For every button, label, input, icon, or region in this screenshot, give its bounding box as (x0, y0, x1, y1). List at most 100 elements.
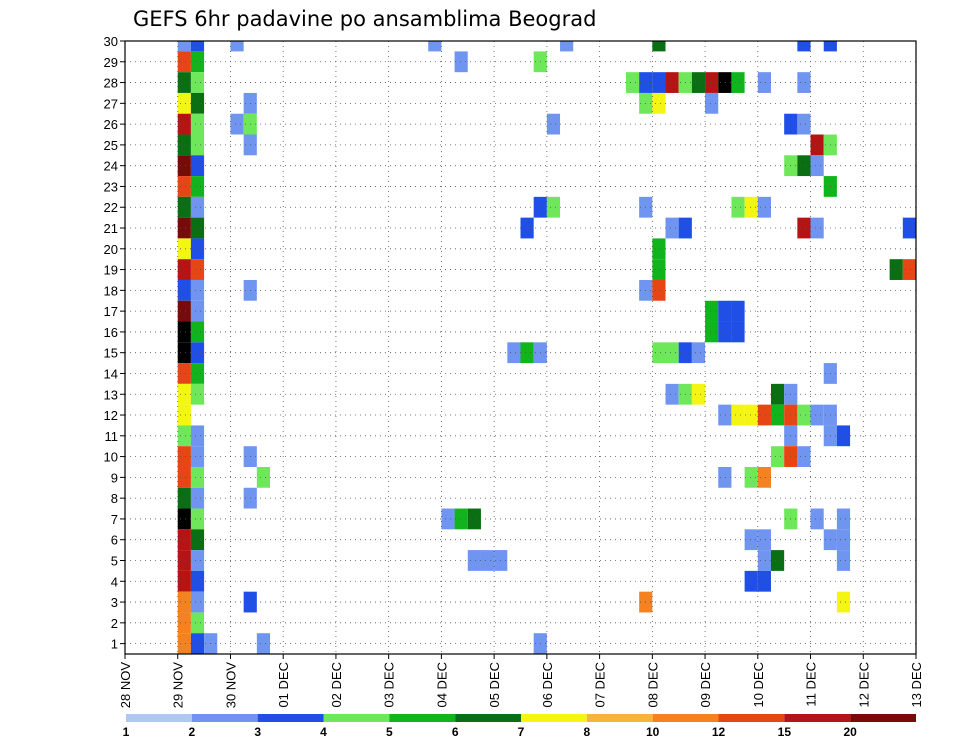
heatmap-cell (836, 591, 851, 613)
x-tick-label: 02 DEC (329, 662, 344, 708)
heatmap-cell (625, 72, 640, 93)
heatmap-cell (731, 321, 745, 343)
heatmap-cell (454, 508, 468, 530)
heatmap-cell (190, 591, 205, 613)
heatmap-cell (705, 72, 719, 93)
y-tick-label: 23 (104, 179, 118, 194)
heatmap-cell (757, 570, 771, 592)
heatmap-cell (757, 196, 771, 218)
heatmap-cell (480, 550, 495, 571)
x-tick-label: 30 NOV (223, 662, 238, 709)
colorbar-label: 20 (843, 725, 857, 739)
y-tick-label: 10 (104, 450, 118, 465)
heatmap-cell (190, 383, 205, 405)
heatmap-cell (797, 446, 811, 467)
colorbar-label: 8 (583, 725, 590, 739)
colorbar-label: 1 (123, 725, 130, 739)
x-tick-label: 12 DEC (856, 662, 871, 708)
heatmap-cell (520, 217, 534, 239)
colorbar-label: 12 (712, 725, 726, 739)
heatmap-cell (190, 176, 205, 197)
heatmap-cell (797, 217, 811, 239)
heatmap-cell (546, 196, 561, 218)
plot-frame (124, 40, 917, 655)
x-tick-label: 13 DEC (909, 662, 924, 708)
heatmap-cell (190, 72, 205, 93)
y-tick-label: 14 (104, 366, 118, 381)
heatmap-cell (797, 113, 811, 135)
heatmap-cell (889, 259, 903, 280)
colorbar-swatch (850, 714, 916, 722)
heatmap-cell (177, 570, 191, 592)
heatmap-cell (810, 134, 824, 156)
y-tick-label: 6 (111, 533, 118, 548)
heatmap-cell (177, 300, 191, 322)
colorbar-label: 10 (646, 725, 660, 739)
heatmap-cell (256, 633, 271, 654)
heatmap-cell (507, 342, 521, 364)
heatmap-cell (652, 92, 666, 114)
heatmap-cell (744, 404, 758, 426)
heatmap-cell (230, 41, 244, 52)
heatmap-cell (190, 51, 205, 73)
heatmap-cell (190, 217, 205, 239)
colorbar-label: 4 (320, 725, 327, 739)
heatmap-cell (757, 529, 771, 551)
heatmap-cell (177, 529, 191, 551)
heatmap-cell (177, 41, 191, 52)
heatmap-cell (177, 196, 191, 218)
heatmap-cell (177, 612, 191, 634)
heatmap-cell (454, 51, 468, 73)
heatmap-cell (691, 342, 706, 364)
heatmap-cell (190, 508, 205, 530)
colorbar-swatch (586, 714, 653, 722)
x-tick-label: 05 DEC (487, 662, 502, 708)
heatmap-cell (757, 550, 771, 571)
heatmap-cell (744, 466, 758, 488)
colorbar-swatch (191, 714, 258, 722)
heatmap-cell (190, 279, 205, 301)
heatmap-cell (797, 404, 811, 426)
heatmap-cell (652, 41, 666, 52)
y-tick-label: 5 (111, 553, 118, 568)
heatmap-cell (744, 570, 758, 592)
heatmap-cell (520, 342, 534, 364)
heatmap-cell (177, 279, 191, 301)
heatmap-cell (190, 570, 205, 592)
chart-title: GEFS 6hr padavine po ansamblima Beograd (133, 7, 596, 31)
heatmap-cell (718, 321, 732, 343)
heatmap-cell (190, 134, 205, 156)
colorbar-swatch (521, 714, 587, 722)
heatmap-cell (546, 113, 561, 135)
colorbar-swatch (389, 714, 456, 722)
y-tick-label: 19 (104, 263, 118, 278)
y-tick-label: 16 (104, 325, 118, 340)
heatmap-cell (718, 72, 732, 93)
colorbar-swatch (784, 714, 851, 722)
x-tick-label: 04 DEC (434, 662, 449, 708)
y-tick-label: 27 (104, 96, 118, 111)
heatmap-cell (177, 591, 191, 613)
heatmap-cell (652, 342, 666, 364)
heatmap-cell (902, 259, 916, 280)
colorbar-swatch (718, 714, 785, 722)
heatmap-cell (190, 342, 205, 364)
x-tick-label: 03 DEC (382, 662, 397, 708)
heatmap-cell (757, 404, 771, 426)
heatmap-cell (177, 404, 191, 426)
heatmap-cell (560, 41, 574, 52)
y-tick-labels: 1234567891011121314151617181920212223242… (104, 34, 118, 652)
heatmap-cell (177, 633, 191, 654)
heatmap-cell (652, 279, 666, 301)
heatmap-cell (467, 550, 481, 571)
heatmap-cell (836, 425, 851, 447)
colorbar-label: 3 (254, 725, 261, 739)
colorbar-swatch (323, 714, 390, 722)
heatmap-cell (177, 72, 191, 93)
heatmap-cell (665, 383, 679, 405)
heatmap-cell (177, 383, 191, 405)
heatmap-cell (810, 217, 824, 239)
heatmap-cell (665, 342, 679, 364)
heatmap-cell (836, 529, 851, 551)
y-tick-label: 21 (104, 221, 118, 236)
